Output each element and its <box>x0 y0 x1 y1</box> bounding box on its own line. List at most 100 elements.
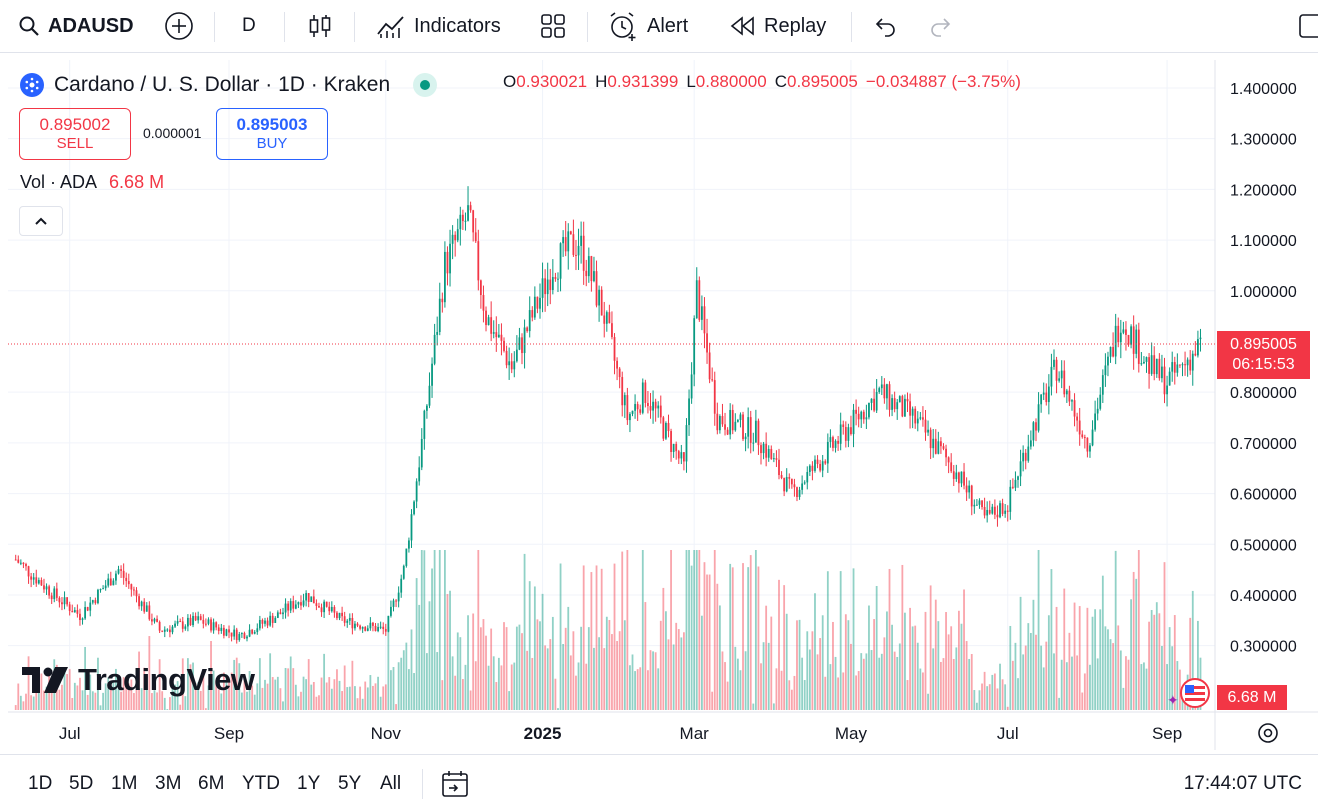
volume-bar <box>138 651 140 710</box>
volume-bar <box>43 690 45 710</box>
candle <box>924 409 927 441</box>
candle <box>611 311 613 340</box>
volume-bar <box>775 668 778 710</box>
redo-button[interactable] <box>928 0 954 52</box>
range-button-5y[interactable]: 5Y <box>338 772 362 794</box>
candle <box>356 622 359 628</box>
candle <box>477 229 480 291</box>
candle <box>30 572 33 588</box>
layout-menu-button[interactable] <box>1298 0 1318 52</box>
candle <box>829 429 832 448</box>
volume-bar <box>1081 692 1084 710</box>
candle <box>1101 369 1104 403</box>
candle <box>1137 322 1140 373</box>
volume-bar <box>464 664 467 710</box>
candle <box>857 406 860 428</box>
range-button-ytd[interactable]: YTD <box>242 772 280 794</box>
current-price-tag: 0.895005 06:15:53 <box>1217 331 1310 379</box>
volume-bar <box>310 684 313 710</box>
range-button-1d[interactable]: 1D <box>28 772 53 794</box>
volume-bar <box>35 683 38 710</box>
candle <box>99 588 102 593</box>
buy-button[interactable]: 0.895003 BUY <box>216 108 328 160</box>
volume-bar <box>174 684 176 710</box>
candle <box>338 612 341 621</box>
volume-bar <box>870 650 873 710</box>
candle <box>256 623 259 635</box>
candle <box>238 631 241 642</box>
compare-symbol-button[interactable] <box>164 0 194 52</box>
range-button-all[interactable]: All <box>380 772 402 794</box>
alert-button[interactable]: Alert <box>607 0 688 52</box>
price-axis-label: 1.300000 <box>1230 132 1297 149</box>
candle <box>71 604 74 613</box>
volume-bar <box>305 679 308 710</box>
candle <box>1053 349 1055 370</box>
volume-bar <box>415 578 418 710</box>
symbol-search-button[interactable]: ADAUSD <box>18 0 134 52</box>
indicators-button[interactable]: Indicators <box>376 0 501 52</box>
candle <box>595 260 598 308</box>
volume-bar <box>868 605 870 710</box>
chart-type-button[interactable] <box>306 0 334 52</box>
range-button-6m[interactable]: 6M <box>198 772 225 794</box>
symbol-title[interactable]: Cardano / U. S. Dollar · 1D · Kraken <box>54 73 391 96</box>
candle <box>757 418 760 455</box>
candle <box>233 625 236 640</box>
candle <box>1076 412 1079 432</box>
volume-bar <box>84 646 86 710</box>
candle <box>63 591 66 610</box>
candle <box>821 455 824 478</box>
range-button-5d[interactable]: 5D <box>69 772 94 794</box>
candle <box>955 464 958 482</box>
volume-bar <box>996 688 999 710</box>
candle <box>86 606 89 612</box>
volume-bar <box>898 643 901 710</box>
candle <box>526 326 529 333</box>
volume-bar <box>767 642 770 710</box>
flag-icon[interactable]: ✦ <box>1165 677 1215 713</box>
volume-bar <box>621 551 624 710</box>
range-button-3m[interactable]: 3M <box>155 772 182 794</box>
volume-bar <box>747 567 750 710</box>
price-axis-label: 0.500000 <box>1230 537 1297 554</box>
volume-bar <box>726 681 729 710</box>
low-label: L <box>686 72 696 91</box>
price-chart[interactable]: 1.400000 1.300000 1.200000 1.100000 1.000000… <box>8 60 1318 750</box>
sell-button[interactable]: 0.895002 SELL <box>19 108 131 160</box>
utc-clock[interactable]: 17:44:07 UTC <box>1183 772 1302 794</box>
collapse-legend-button[interactable] <box>19 206 63 236</box>
candle <box>1176 353 1179 377</box>
volume-bar <box>1053 653 1055 710</box>
candle <box>958 471 960 493</box>
goto-date-button[interactable] <box>440 755 470 812</box>
volume-bar <box>454 675 457 710</box>
volume-legend[interactable]: Vol · ADA 6.68 M <box>20 172 164 193</box>
candle <box>359 624 361 631</box>
candle <box>117 565 120 575</box>
range-button-1m[interactable]: 1M <box>111 772 138 794</box>
candle <box>1068 385 1071 407</box>
volume-bar <box>294 684 297 710</box>
candle <box>104 580 107 591</box>
candle <box>647 390 649 414</box>
range-button-1y[interactable]: 1Y <box>297 772 321 794</box>
candle <box>698 276 701 322</box>
candle <box>66 597 69 607</box>
candle <box>436 316 439 346</box>
undo-button[interactable] <box>872 0 898 52</box>
chart-settings-icon[interactable] <box>1258 723 1278 743</box>
volume-bar <box>397 662 400 710</box>
volume-bar <box>426 653 428 710</box>
candle <box>130 583 133 597</box>
candle <box>1071 399 1073 411</box>
interval-button[interactable]: D <box>242 0 256 52</box>
volume-bar <box>585 663 588 710</box>
replay-button[interactable]: Replay <box>728 0 826 52</box>
volume-bar <box>166 709 169 710</box>
candle <box>1086 437 1089 458</box>
volume-bar <box>626 550 629 710</box>
volume-bar <box>993 673 996 710</box>
layouts-button[interactable] <box>539 0 567 52</box>
candle <box>1189 350 1192 375</box>
